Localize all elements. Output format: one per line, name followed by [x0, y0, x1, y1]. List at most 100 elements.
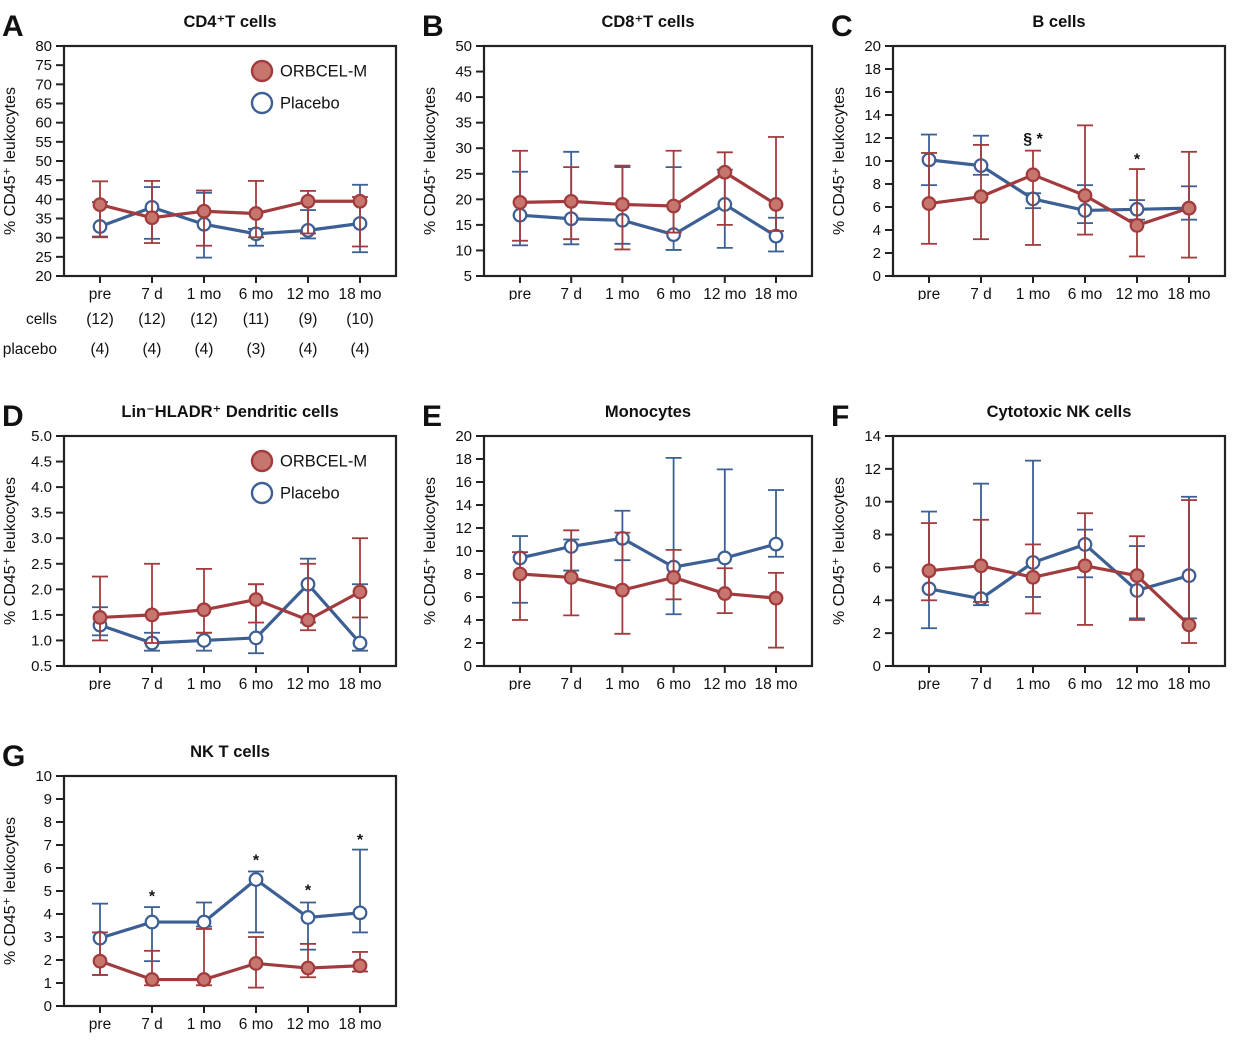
y-tick-label: 6 — [44, 860, 52, 877]
counts-value: (3) — [247, 341, 266, 358]
plot-box — [62, 434, 398, 668]
y-tick-label: 75 — [35, 57, 52, 74]
y-tick-label: 70 — [35, 76, 52, 93]
orbcel-error-bar — [512, 551, 528, 621]
orbcel-series — [921, 499, 1197, 644]
x-tick-label: 12 mo — [1115, 676, 1158, 690]
counts-row-label: placebo — [3, 341, 57, 358]
panel-C: C B cells % CD45⁺ leukocytes 0 2 4 6 8 10 12 14 16 1… — [829, 0, 1243, 305]
orbcel-data-point — [666, 198, 682, 214]
counts-value: (12) — [190, 311, 218, 328]
placebo-data-point — [352, 635, 368, 651]
orbcel-error-bar — [1077, 124, 1093, 236]
orbcel-data-point — [352, 193, 368, 209]
y-tick-label: 3 — [44, 929, 52, 946]
orbcel-data-point — [248, 206, 264, 221]
x-tick-label: pre — [509, 676, 531, 690]
chart-svg-D: D Lin⁻HLADR⁺ Dendritic cells % CD45⁺ leuko… — [2, 400, 398, 693]
legend: ORBCEL-M Placebo — [250, 59, 367, 115]
panel-letter: D — [2, 400, 24, 433]
orbcel-data-point — [300, 193, 316, 209]
counts-value: (12) — [138, 311, 166, 328]
chart-svg-G: G NK T cells % CD45⁺ leukocytes 0 1 2 3 4 5 6 7 8 9 1… — [2, 740, 398, 1033]
x-tick-label: pre — [918, 286, 940, 300]
legend-item-placebo-label: Placebo — [280, 95, 340, 113]
x-tick-label: 18 mo — [1167, 286, 1210, 300]
x-tick-label: 18 mo — [338, 286, 381, 303]
x-axis-ticks: pre 7 d 1 mo 6 mo 12 mo 18 mo — [89, 1006, 382, 1033]
x-tick-label: 12 mo — [1115, 286, 1158, 300]
x-tick-label: pre — [89, 286, 111, 303]
orbcel-data-point — [1129, 568, 1145, 584]
placebo-line — [99, 582, 362, 645]
y-tick-label: 15 — [455, 217, 472, 234]
orbcel-error-bar — [1129, 168, 1145, 258]
counts-row-label: cells — [26, 311, 57, 328]
orbcel-error-bar — [921, 522, 937, 602]
x-tick-label: 18 mo — [338, 1016, 381, 1033]
y-tick-label: 2 — [464, 635, 472, 652]
orbcel-series — [512, 136, 784, 251]
counts-value: (11) — [243, 311, 269, 328]
x-tick-label: 18 mo — [338, 676, 381, 690]
x-tick-label: pre — [918, 676, 940, 690]
panel-F: F Cytotoxic NK cells % CD45⁺ leukocytes 0 2 4… — [829, 390, 1243, 695]
y-tick-label: 40 — [455, 89, 472, 106]
orbcel-data-point — [717, 586, 733, 601]
orbcel-line — [99, 959, 361, 982]
y-tick-label: 2 — [873, 625, 881, 642]
x-tick-label: 6 mo — [656, 676, 690, 690]
counts-value: (4) — [91, 341, 110, 358]
y-axis-ticks: 0 2 4 6 8 10 12 14 — [864, 428, 893, 675]
orbcel-series — [92, 180, 368, 248]
placebo-data-point — [768, 536, 784, 552]
x-tick-label: 1 mo — [187, 676, 221, 690]
y-tick-label: 10 — [864, 494, 881, 511]
x-tick-label: 1 mo — [1016, 676, 1050, 690]
orbcel-error-bar — [665, 149, 682, 234]
y-tick-label: 18 — [455, 451, 472, 468]
significance-annotation: * — [1134, 151, 1141, 168]
y-tick-label: 25 — [455, 166, 472, 183]
y-axis-ticks: 5 10 15 20 25 30 35 40 45 50 — [455, 38, 484, 285]
legend-item-orbcel-marker — [250, 449, 274, 473]
orbcel-data-point — [92, 197, 108, 213]
orbcel-data-point — [1181, 200, 1197, 216]
orbcel-data-point — [973, 558, 989, 574]
orbcel-data-point — [768, 590, 784, 606]
y-axis-label: % CD45⁺ leukocytes — [2, 817, 19, 965]
orbcel-data-point — [563, 570, 579, 585]
y-tick-label: 0 — [44, 998, 52, 1015]
orbcel-data-point — [196, 972, 212, 987]
counts-value: (4) — [299, 341, 318, 358]
y-tick-label: 4.0 — [31, 479, 52, 496]
orbcel-line — [99, 199, 360, 220]
panel-letter: F — [831, 400, 849, 433]
x-tick-label: 18 mo — [754, 286, 797, 300]
counts-value: (4) — [195, 341, 214, 358]
y-axis-ticks: 20 25 30 35 40 45 50 55 60 65 70 75 80 — [35, 38, 64, 285]
counts-value: (10) — [346, 311, 374, 328]
counts-value: (12) — [86, 311, 114, 328]
x-tick-label: 6 mo — [1068, 286, 1102, 300]
y-tick-label: 2.5 — [31, 556, 52, 573]
y-tick-label: 0 — [873, 268, 881, 285]
placebo-line — [928, 158, 1190, 213]
chart-title: B cells — [1032, 13, 1085, 31]
y-tick-label: 4 — [873, 592, 881, 609]
placebo-line — [519, 202, 777, 238]
y-tick-label: 10 — [455, 543, 472, 560]
orbcel-line — [928, 173, 1190, 227]
placebo-data-point — [717, 550, 733, 566]
panel-letter: G — [2, 740, 25, 773]
y-tick-label: 0 — [464, 658, 472, 675]
orbcel-data-point — [352, 584, 368, 600]
chart-svg-F: F Cytotoxic NK cells % CD45⁺ leukocytes 0 2 4… — [831, 400, 1227, 693]
significance-annotation: § * — [1023, 131, 1043, 148]
orbcel-data-point — [144, 972, 160, 987]
y-tick-label: 2 — [873, 245, 881, 262]
x-tick-label: 1 mo — [605, 286, 639, 300]
x-tick-label: 18 mo — [1167, 676, 1210, 690]
y-tick-label: 8 — [873, 176, 881, 193]
significance-annotation: * — [305, 883, 312, 900]
